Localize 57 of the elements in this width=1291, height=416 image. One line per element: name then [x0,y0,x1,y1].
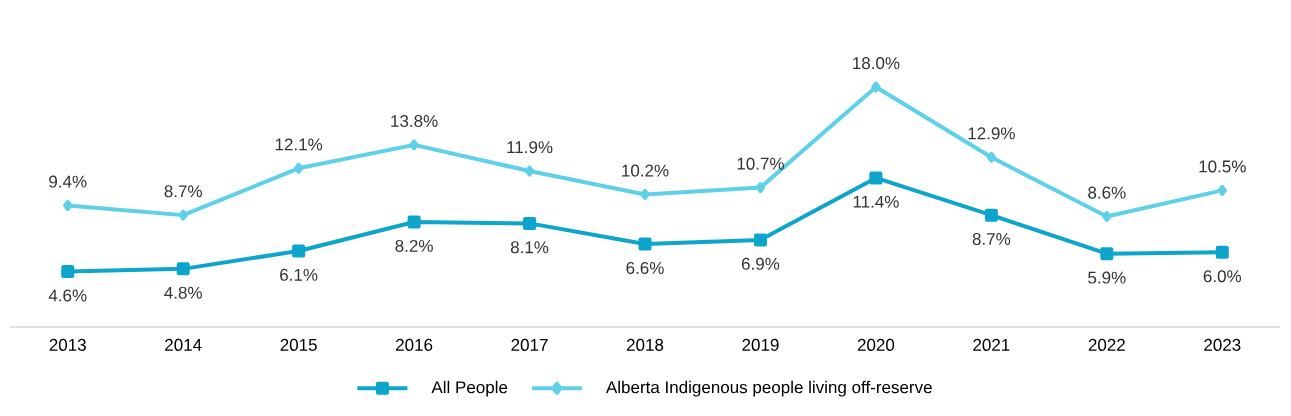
legend-label: All People [431,380,508,397]
point [178,209,188,221]
data-label: 11.4% [853,195,899,208]
data-label: 6.1% [280,268,318,281]
data-label: 12.9% [968,127,1015,140]
x-tick-label: 2023 [1204,338,1241,351]
point [524,165,535,177]
data-label: 13.8% [391,114,438,127]
point [407,215,421,229]
point [61,265,75,279]
point [176,262,190,276]
x-tick-label: 2018 [626,338,664,351]
x-tick-label: 2015 [280,338,317,351]
data-label: 8.2% [395,239,433,252]
data-label: 8.1% [510,241,549,254]
x-tick-label: 2021 [973,338,1010,351]
x-tick-label: 2019 [742,338,779,351]
point [1102,211,1112,222]
data-label: 10.2% [622,164,669,177]
data-label: 6.9% [741,257,780,270]
point [409,139,419,151]
data-label: 8.7% [972,232,1011,246]
point [63,199,73,211]
x-tick-label: 2013 [49,338,86,351]
x-tick-label: 2020 [857,338,895,351]
point [871,81,881,93]
data-label: 8.7% [164,185,202,198]
data-label: 8.6% [1088,186,1126,199]
data-label: 4.6% [48,289,87,302]
legend-label: Alberta Indigenous people living off-reserve [605,380,932,397]
point [1215,245,1229,259]
x-tick-label: 2022 [1088,338,1125,351]
point [1217,184,1227,196]
point [292,244,306,258]
point [986,151,996,163]
point [640,188,650,200]
data-label: 9.4% [49,175,87,188]
x-tick-label: 2016 [396,338,433,351]
data-label: 5.9% [1088,271,1126,284]
point [523,216,537,230]
data-label: 12.1% [275,138,323,151]
x-tick-label: 2014 [165,338,202,351]
point [755,182,766,194]
data-label: 6.6% [626,261,664,274]
point [984,208,998,222]
point [869,171,883,185]
data-label: 4.8% [164,286,202,299]
data-label: 18.0% [853,57,900,70]
data-label: 11.9% [507,141,553,154]
point [638,237,652,251]
data-label: 6.0% [1203,270,1242,283]
data-label: 10.5% [1199,160,1246,173]
point [1100,247,1114,261]
data-label: 10.7% [737,157,784,170]
point [294,162,304,174]
point [753,233,767,247]
x-tick-label: 2017 [511,338,548,351]
